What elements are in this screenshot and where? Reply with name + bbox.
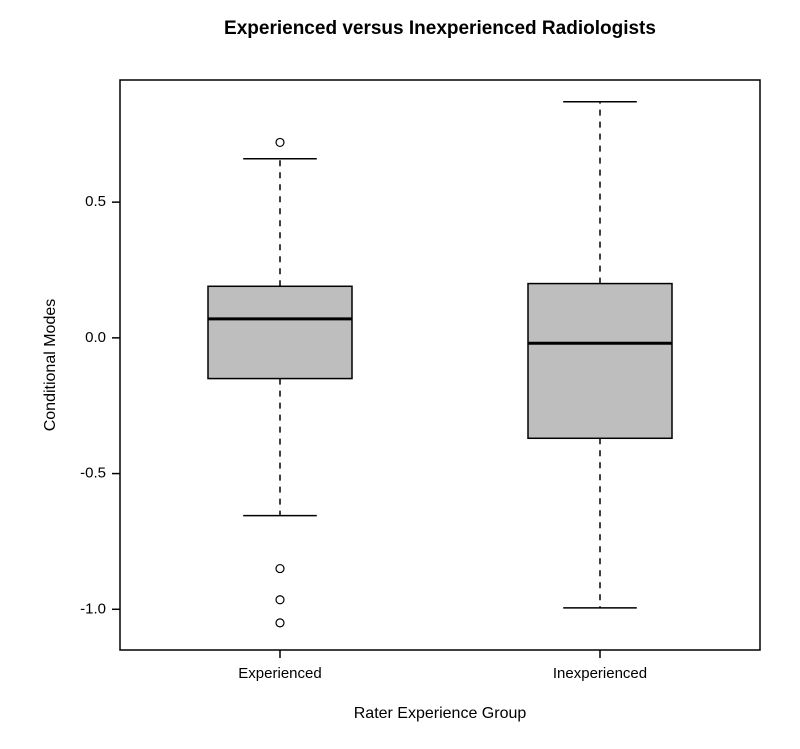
- box-rect: [208, 286, 352, 378]
- x-tick-label: Inexperienced: [553, 665, 647, 682]
- outlier-point: [276, 596, 284, 604]
- x-axis-label: Rater Experience Group: [354, 705, 527, 722]
- chart-title: Experienced versus Inexperienced Radiolo…: [224, 18, 656, 39]
- box-rect: [528, 284, 672, 439]
- boxplot-svg: Experienced versus Inexperienced Radiolo…: [0, 0, 800, 749]
- y-tick-label: -1.0: [80, 600, 106, 617]
- y-tick-label: 0.5: [85, 193, 106, 210]
- y-tick-label: -0.5: [80, 465, 106, 482]
- boxplot-group: [528, 102, 672, 608]
- x-tick-label: Experienced: [238, 665, 321, 682]
- outlier-point: [276, 138, 284, 146]
- chart-wrapper: Experienced versus Inexperienced Radiolo…: [0, 0, 800, 749]
- y-axis-label: Conditional Modes: [42, 299, 59, 432]
- outlier-point: [276, 565, 284, 573]
- outlier-point: [276, 619, 284, 627]
- boxplot-group: [208, 138, 352, 626]
- y-tick-label: 0.0: [85, 329, 106, 346]
